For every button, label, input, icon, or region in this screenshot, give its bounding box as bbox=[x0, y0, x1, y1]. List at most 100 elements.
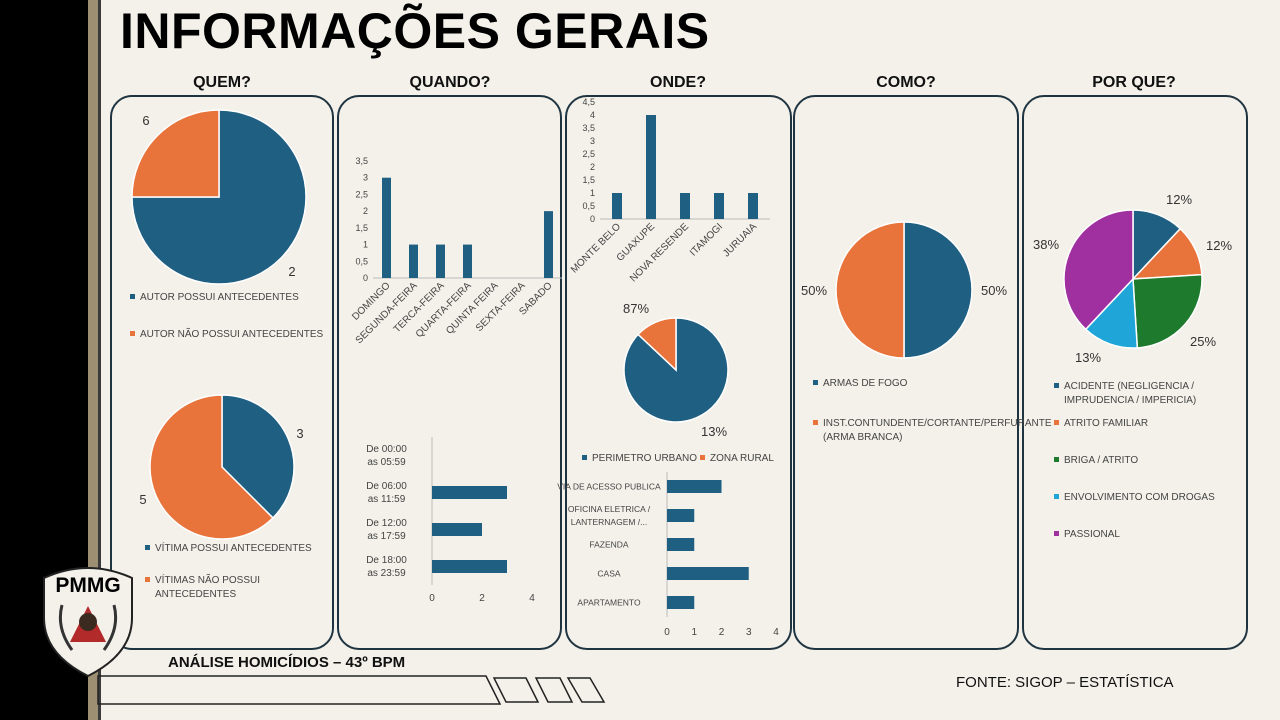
porque-value-label-1: 12% bbox=[1206, 238, 1232, 253]
onde_local-xtick-3: 3 bbox=[746, 627, 752, 638]
onde_cidade-bar-2 bbox=[680, 193, 690, 219]
onde_cidade-ytick-9: 4,5 bbox=[582, 97, 595, 107]
footer-label: ANÁLISE HOMICÍDIOS – 43º BPM bbox=[168, 654, 406, 671]
onde_zona-legend-label-0-0: PERIMETRO URBANO bbox=[592, 453, 697, 464]
quando_dia-ytick-2: 1 bbox=[363, 240, 368, 250]
quando_hora-bar-1 bbox=[432, 486, 507, 499]
source-note: FONTE: SIGOP – ESTATÍSTICA bbox=[956, 674, 1174, 691]
quando_hora-category-label-2-0: De 12:00 bbox=[366, 518, 407, 529]
onde_local-xtick-2: 2 bbox=[719, 627, 725, 638]
quando_dia-ytick-6: 3 bbox=[363, 173, 368, 183]
porque-value-label-4: 38% bbox=[1033, 237, 1059, 252]
quando_dia-bar-3 bbox=[463, 244, 472, 278]
left-dark-stripe bbox=[98, 0, 101, 720]
porque-legend-swatch-1 bbox=[1054, 420, 1059, 425]
quando_hora-category-label-2-1: as 17:59 bbox=[367, 531, 406, 542]
quando_dia-bar-2 bbox=[436, 244, 445, 278]
onde_zona-legend-swatch-0 bbox=[582, 455, 587, 460]
quando_hora-bar-3 bbox=[432, 560, 507, 573]
porque-legend-swatch-4 bbox=[1054, 531, 1059, 536]
onde_local-xtick-1: 1 bbox=[691, 627, 697, 638]
page-title: INFORMAÇÕES GERAIS bbox=[120, 3, 710, 59]
quando_dia-ytick-3: 1,5 bbox=[355, 223, 368, 233]
onde_zona-value-label-1: 13% bbox=[701, 424, 727, 439]
onde_local-category-label-1-1: LANTERNAGEM /... bbox=[571, 517, 648, 527]
porque-legend-swatch-0 bbox=[1054, 383, 1059, 388]
onde_zona-value-label-0: 87% bbox=[623, 301, 649, 316]
onde_cidade-ytick-5: 2,5 bbox=[582, 149, 595, 159]
onde_cidade-ytick-2: 1 bbox=[590, 188, 595, 198]
onde_cidade-ytick-1: 0,5 bbox=[582, 201, 595, 211]
porque-legend-label-4-0: PASSIONAL bbox=[1064, 529, 1120, 540]
onde_cidade-category-label-3: ITAMOGI bbox=[688, 221, 725, 258]
panel-quando bbox=[337, 95, 562, 650]
onde_local-bar-4 bbox=[667, 596, 695, 609]
onde_cidade-category-label-0: MONTE BELO bbox=[569, 221, 623, 275]
como-legend-label-1-0: INST.CONTUNDENTE/CORTANTE/PERFURANTE bbox=[823, 418, 1052, 429]
quando_dia-ytick-7: 3,5 bbox=[355, 156, 368, 166]
como-value-label-0: 50% bbox=[801, 283, 827, 298]
porque-legend-label-3-0: ENVOLVIMENTO COM DROGAS bbox=[1064, 492, 1215, 503]
onde_zona-legend-swatch-1 bbox=[700, 455, 705, 460]
onde_cidade-category-label-2: NOVA RESENDE bbox=[628, 221, 691, 284]
onde_cidade-bar-4 bbox=[748, 193, 758, 219]
onde_cidade-category-label-4: JURUAIA bbox=[721, 221, 759, 259]
porque-legend-swatch-2 bbox=[1054, 457, 1059, 462]
panel-quem bbox=[110, 95, 334, 650]
quem_autor-legend-label-0-0: AUTOR POSSUI ANTECEDENTES bbox=[140, 292, 299, 303]
section-title-quando: QUANDO? bbox=[409, 74, 491, 91]
quem_vitima-legend-label-0-0: VÍTIMA POSSUI ANTECEDENTES bbox=[155, 541, 312, 554]
onde_cidade-ytick-0: 0 bbox=[590, 214, 595, 224]
quando_hora-category-label-0-0: De 00:00 bbox=[366, 444, 407, 455]
quem_autor-legend-label-1-0: AUTOR NÃO POSSUI ANTECEDENTES bbox=[140, 327, 324, 340]
quando_dia-bar-0 bbox=[382, 177, 391, 278]
como-value-label-1: 50% bbox=[981, 283, 1007, 298]
porque-legend-label-1-0: ATRITO FAMILIAR bbox=[1064, 418, 1148, 429]
quando_hora-bar-2 bbox=[432, 523, 482, 536]
quem_vitima-slice-1 bbox=[149, 394, 274, 540]
onde_local-bar-0 bbox=[667, 480, 722, 493]
quem_autor-slice-0 bbox=[131, 109, 307, 285]
quando_hora-category-label-3-0: De 18:00 bbox=[366, 555, 407, 566]
onde_local-xtick-4: 4 bbox=[773, 627, 779, 638]
porque-slice-2 bbox=[1132, 273, 1203, 349]
logo-text: PMMG bbox=[55, 574, 120, 597]
porque-slice-4 bbox=[1063, 209, 1134, 331]
porque-slice-3 bbox=[1084, 277, 1139, 349]
como-legend-swatch-1 bbox=[813, 420, 818, 425]
quando_dia-bar-6 bbox=[544, 211, 553, 278]
quem_vitima-value-label-1: 5 bbox=[139, 492, 146, 507]
panel-onde bbox=[565, 95, 792, 650]
porque-legend-label-0-0: ACIDENTE (NEGLIGENCIA / bbox=[1064, 381, 1194, 392]
onde_cidade-ytick-6: 3 bbox=[590, 136, 595, 146]
porque-legend-swatch-3 bbox=[1054, 494, 1059, 499]
quem_vitima-legend-swatch-1 bbox=[145, 577, 150, 582]
quando_hora-xtick-0: 0 bbox=[429, 593, 435, 604]
quando_hora-category-label-0-1: as 05:59 bbox=[367, 457, 406, 468]
onde_cidade-ytick-4: 2 bbox=[590, 162, 595, 172]
panel-porque bbox=[1022, 95, 1248, 650]
pmmg-logo: PMMG bbox=[43, 567, 133, 678]
quando_dia-ytick-5: 2,5 bbox=[355, 189, 368, 199]
quando_hora-xtick-2: 4 bbox=[529, 593, 535, 604]
como-legend-label-1-1: (ARMA BRANCA) bbox=[823, 432, 902, 443]
quem_vitima-legend-label-1-1: ANTECEDENTES bbox=[155, 589, 236, 600]
como-legend-swatch-0 bbox=[813, 380, 818, 385]
onde_local-category-label-1-0: OFICINA ELETRICA / bbox=[568, 504, 651, 514]
onde_cidade-ytick-3: 1,5 bbox=[582, 175, 595, 185]
onde_local-bar-3 bbox=[667, 567, 749, 580]
quando_hora-category-label-1-1: as 11:59 bbox=[368, 494, 406, 505]
onde_zona-slice-1 bbox=[637, 317, 677, 372]
onde_cidade-bar-0 bbox=[612, 193, 622, 219]
quem_autor-slice-1 bbox=[131, 109, 220, 198]
quando_hora-category-label-3-1: as 23:59 bbox=[367, 568, 406, 579]
quando_dia-bar-1 bbox=[409, 244, 418, 278]
onde_local-category-label-3-0: CASA bbox=[597, 569, 620, 579]
onde_cidade-bar-3 bbox=[714, 193, 724, 219]
onde_local-category-label-4-0: APARTAMENTO bbox=[577, 598, 641, 608]
quem_vitima-legend-swatch-0 bbox=[145, 545, 150, 550]
onde_local-xtick-0: 0 bbox=[664, 627, 670, 638]
quem_vitima-legend-label-1-0: VÍTIMAS NÃO POSSUI bbox=[155, 573, 260, 586]
section-title-onde: ONDE? bbox=[650, 74, 706, 91]
quem_vitima-value-label-0: 3 bbox=[296, 426, 303, 441]
